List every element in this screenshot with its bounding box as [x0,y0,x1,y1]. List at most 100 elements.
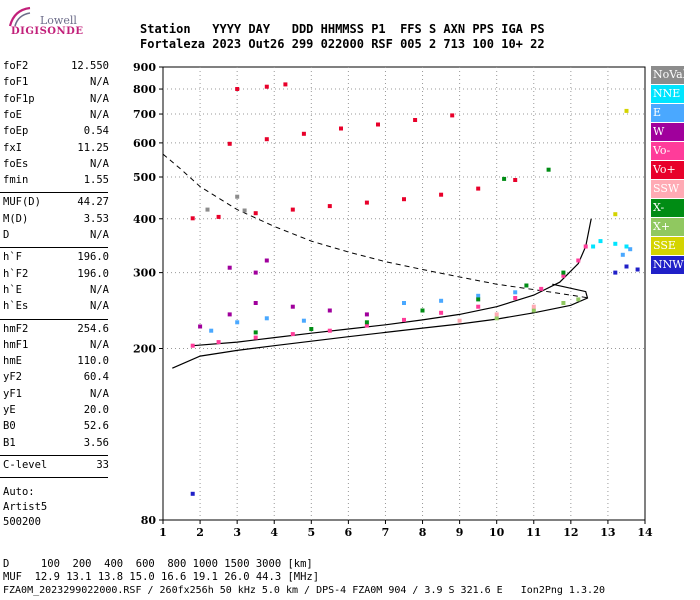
data-point [227,141,232,146]
data-point [290,332,295,337]
data-point [190,216,195,221]
data-point [457,318,462,323]
data-point [227,312,232,317]
data-point [205,207,210,212]
data-point [364,323,369,328]
data-point [531,304,536,309]
data-point [235,87,240,91]
x-tick-label: 3 [233,526,241,539]
data-point [513,178,518,182]
data-point [364,312,369,317]
data-point [524,283,529,288]
data-point [327,328,332,333]
param-value: N/A [90,283,109,296]
logo-brand: Lowell [40,14,77,27]
data-point [301,131,306,136]
data-point [227,265,232,270]
legend-item: Vo+ [651,161,684,179]
data-point [439,298,444,303]
x-tick-label: 2 [196,526,204,539]
y-tick-label: 200 [133,343,156,356]
data-point [420,308,425,313]
data-point [235,194,240,199]
data-point [494,312,499,317]
profile-curve [172,283,589,369]
data-point [439,192,444,197]
separator [0,192,108,194]
param-name: fmin [3,174,29,187]
data-point [264,84,269,89]
param-value: 3.56 [83,436,109,449]
data-point [402,301,406,305]
data-point [216,214,221,219]
muf-curve [162,153,590,299]
header-values: Fortaleza 2023 Out26 299 022000 RSF 005 … [140,37,545,51]
data-point [253,301,258,305]
param-name: yE [3,404,16,416]
data-point [513,296,518,300]
data-point [253,330,258,335]
data-point [209,328,214,333]
data-point [216,340,221,345]
param-value: 60.4 [83,371,109,384]
param-value: N/A [90,92,109,105]
param-name: D [3,229,10,241]
param-value: 44.27 [77,196,109,209]
muf-line: MUF 12.9 13.1 13.8 15.0 16.6 19.1 26.0 4… [3,571,320,583]
x-tick-label: 4 [270,526,278,539]
separator [0,477,108,479]
x-tick-label: 14 [637,526,653,539]
y-tick-label: 300 [133,267,156,280]
param-name: yF1 [3,387,22,400]
data-point [561,301,566,305]
legend-item: Vo- [651,142,684,160]
data-point [620,252,625,257]
y-tick-label: 500 [133,171,156,184]
param-value: N/A [90,76,109,89]
param-value: 11.25 [77,141,109,154]
data-point [561,270,566,275]
param-value: 20.0 [83,404,109,416]
param-value: N/A [90,157,109,170]
data-point [450,113,455,118]
data-point [494,316,499,321]
data-point [476,304,481,309]
data-point [327,308,332,313]
param-name: h`Es [3,300,29,313]
data-point [628,247,633,252]
data-point [190,343,195,348]
file-info-line: FZA0M_2023299022000.RSF / 260fx256h 50 k… [3,585,606,596]
data-point [439,310,444,315]
data-point [327,204,332,209]
x-tick-label: 5 [307,526,315,539]
logo-product: DIGISONDE [11,26,84,37]
data-point [476,297,481,302]
param-name: foF2 [3,60,29,72]
legend-item: SSW [651,180,684,198]
data-point [624,264,629,269]
param-name: h`F2 [3,267,29,280]
legend-item: NoVal [651,66,686,84]
legend-item: E [651,104,684,122]
data-point [539,286,544,291]
separator [0,454,108,456]
data-point [591,244,596,249]
param-value: 52.6 [83,420,109,433]
legend-item: X- [651,199,684,217]
param-value: 254.6 [77,322,109,335]
param-name: foF1p [3,92,35,105]
distance-line: D 100 200 400 600 800 1000 1500 3000 [km… [3,558,313,570]
param-value: 12.550 [71,60,109,72]
digisonde-logo-icon [8,6,31,27]
data-point [613,212,618,217]
param-name: foF1 [3,76,29,89]
param-value: N/A [90,229,109,241]
param-name: B0 [3,420,16,433]
param-value: 0.54 [83,125,109,138]
param-name: C-level [3,458,48,471]
data-point [576,258,581,263]
data-point [264,316,269,321]
header-labels: Station YYYY DAY DDD HHMMSS P1 FFS S AXN… [140,22,545,36]
legend-item: W [651,123,684,141]
